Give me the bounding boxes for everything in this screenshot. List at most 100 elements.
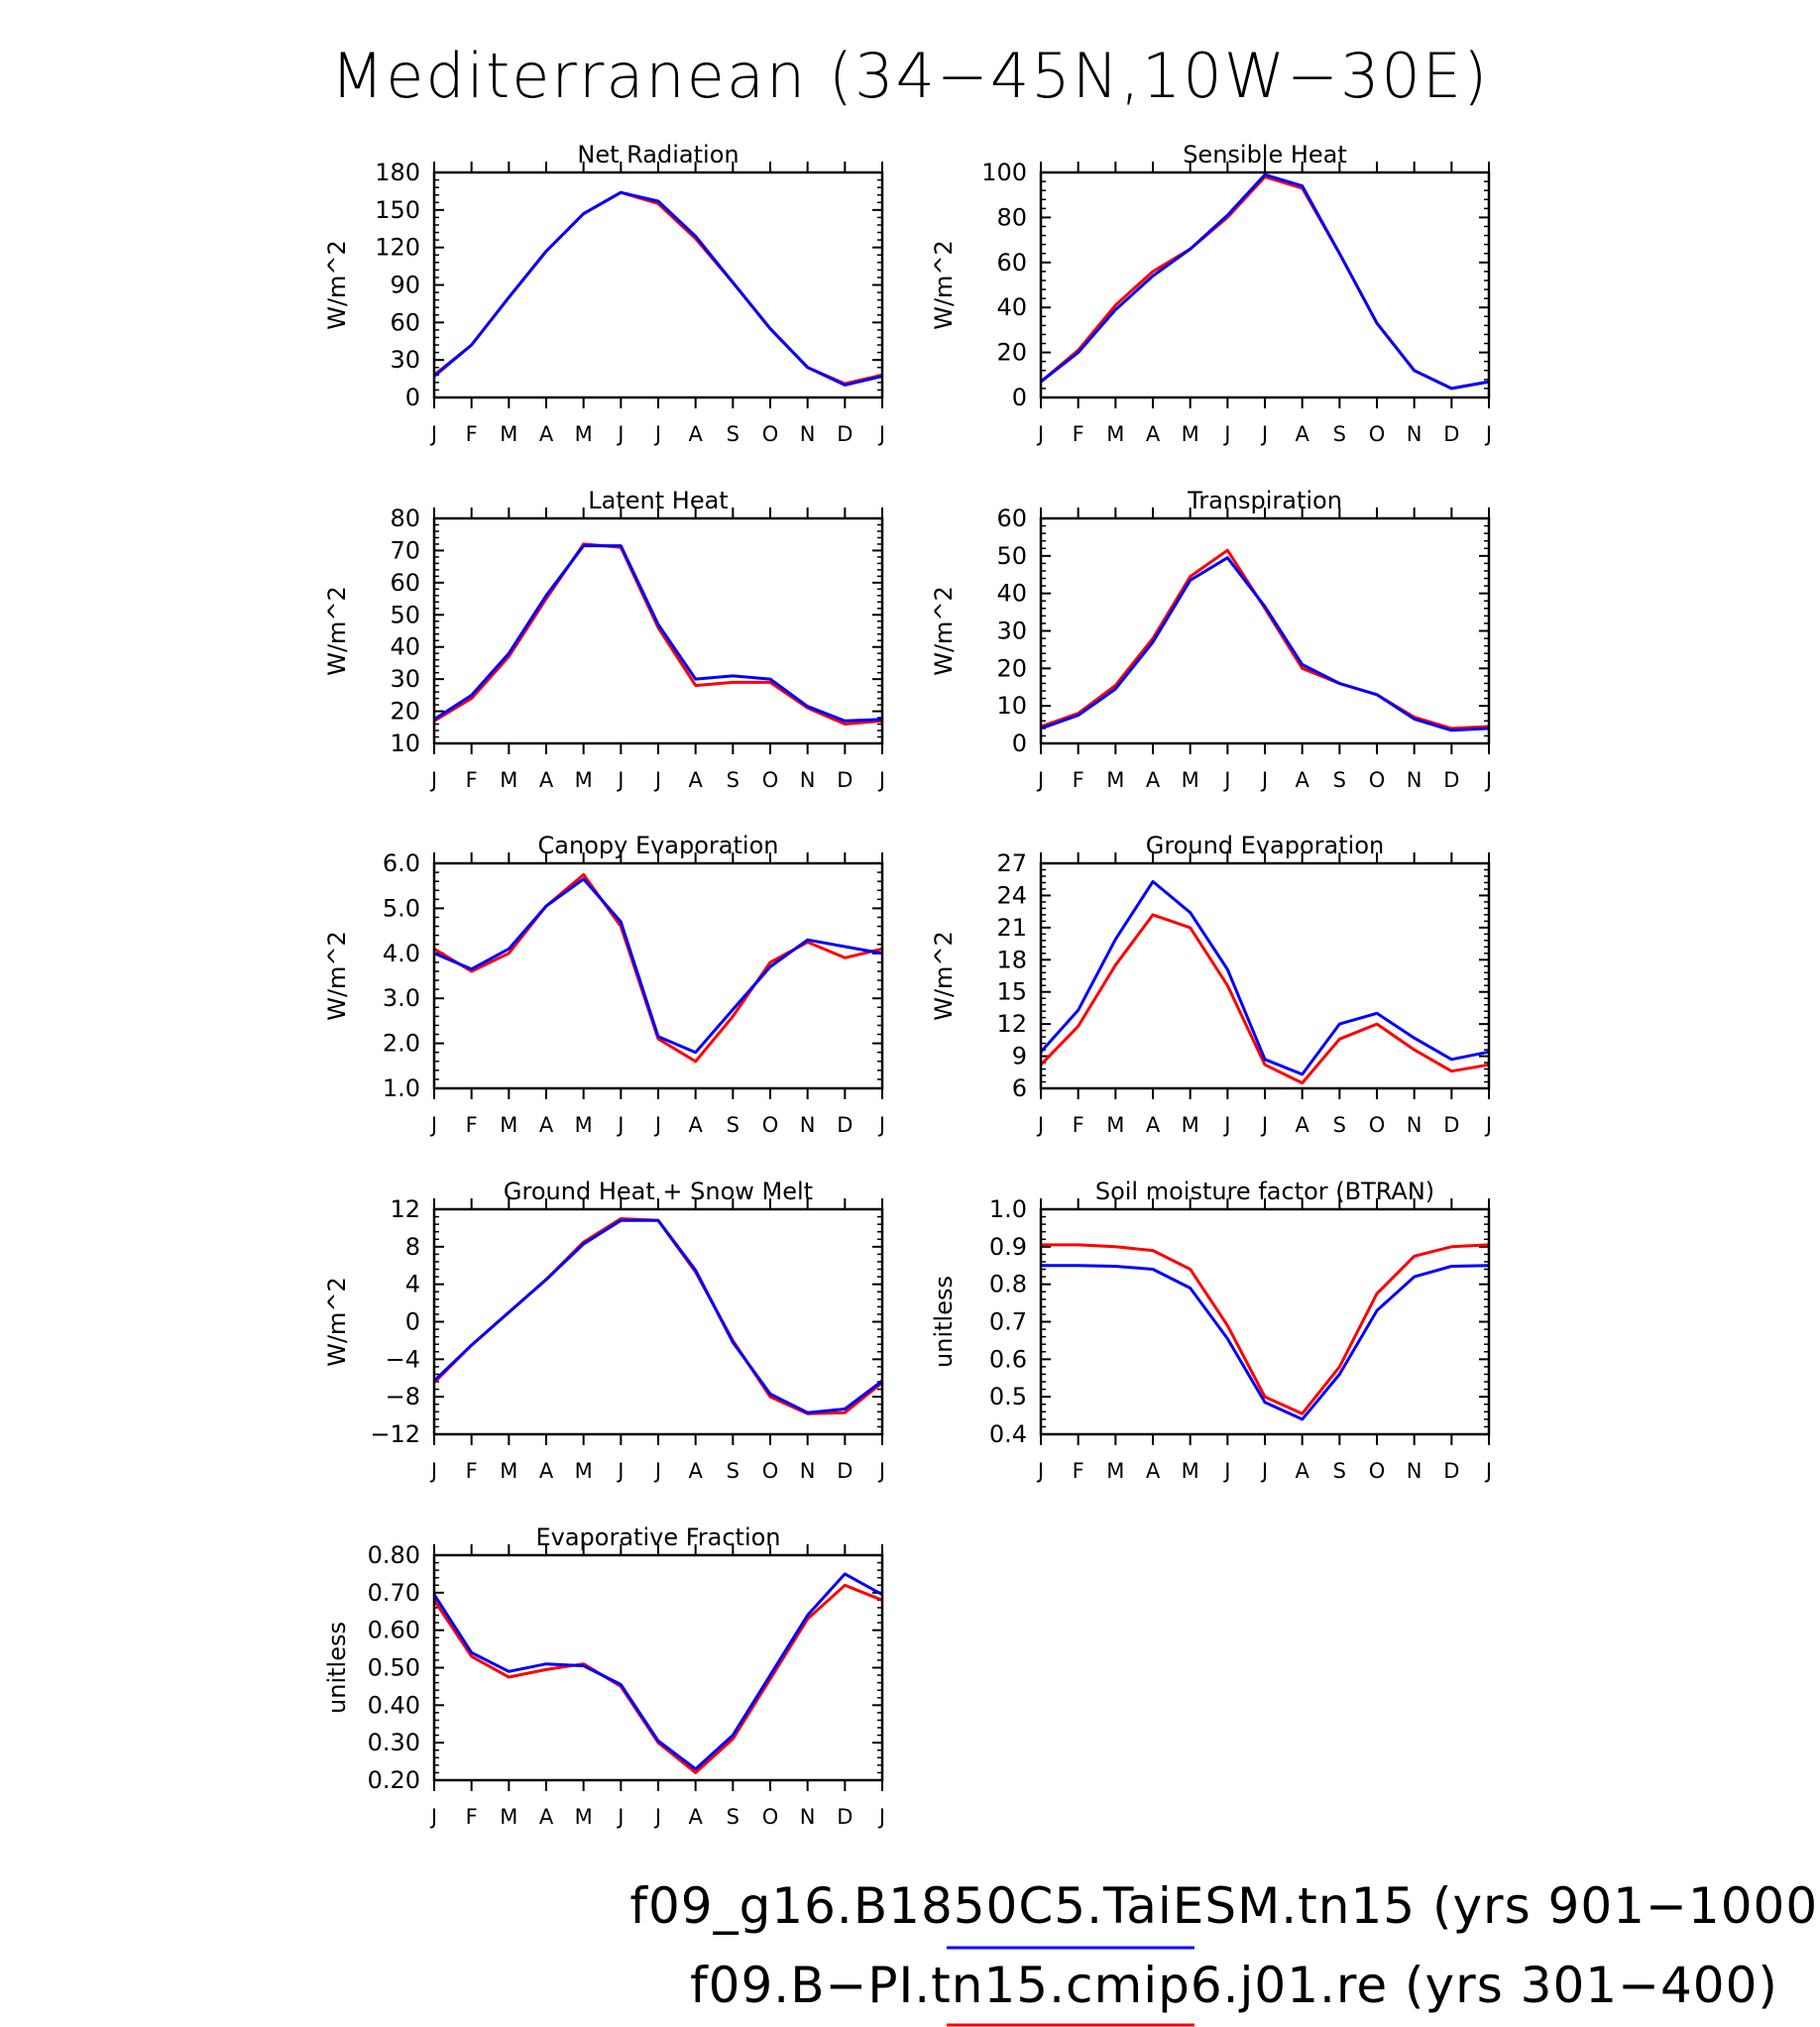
x-tick-label: N [1407,1459,1422,1483]
x-tick-label: S [727,1805,739,1829]
series-line-1 [1040,172,1490,391]
legend: f09_g16.B1850C5.TaiESM.tn15 (yrs 901−100… [629,1877,1820,2027]
y-tick-label: 30 [390,665,420,693]
x-tick-label: J [877,1805,885,1829]
x-tick-label: M [575,1805,593,1829]
y-tick-label: 20 [996,654,1027,682]
x-tick-label: M [575,422,593,446]
y-tick-label: 0 [405,1308,420,1336]
y-tick-label: 1.0 [383,1074,420,1102]
y-tick-label: 0.30 [368,1729,420,1756]
plot-frame [1039,170,1491,399]
y-axis-label: unitless [323,1622,351,1714]
y-tick-label: 30 [390,346,420,374]
y-tick-label: 120 [375,234,420,262]
x-tick-label: O [762,1459,779,1483]
x-tick-label: J [616,768,624,792]
x-tick-label: A [1146,1113,1161,1137]
y-tick-label: 0 [405,384,420,411]
x-tick-label: N [1407,768,1422,792]
series-line-0 [1039,913,1490,1085]
x-tick-label: S [1333,1459,1346,1483]
y-tick-label: 0.20 [368,1766,420,1794]
y-tick-label: 60 [390,308,420,336]
y-axis-label: W/m^2 [323,586,351,676]
series-line-0 [433,542,883,726]
legend-label-1: f09.B−PI.tn15.cmip6.j01.re (yrs 301−400) [690,1957,1778,2014]
x-tick-label: N [800,422,816,446]
x-tick-label: J [1222,768,1230,792]
x-tick-label: O [1369,768,1386,792]
x-tick-label: J [1036,1113,1044,1137]
plot-frame [432,170,884,399]
y-tick-label: 8 [405,1233,420,1261]
y-tick-label: 50 [996,542,1027,570]
y-tick-label: 0.40 [368,1691,420,1719]
y-axis-label: W/m^2 [323,931,351,1021]
x-tick-label: D [837,1113,853,1137]
x-tick-label: J [1484,422,1492,446]
x-tick-label: J [429,768,437,792]
y-axis-label: W/m^2 [323,240,351,330]
x-tick-label: O [762,768,779,792]
series-line-0 [433,190,883,386]
x-tick-label: J [1036,1459,1044,1483]
y-tick-label: −12 [370,1420,420,1448]
y-axis-label: W/m^2 [323,1277,351,1367]
x-tick-label: J [429,1459,437,1483]
y-tick-label: 9 [1012,1043,1027,1070]
x-tick-label: J [1222,422,1230,446]
x-tick-label: J [653,422,661,446]
series-line-0 [432,1583,883,1774]
series-line-1 [433,544,883,723]
y-tick-label: 4 [405,1271,420,1298]
x-tick-label: O [762,422,779,446]
x-tick-label: F [1073,768,1084,792]
x-tick-label: J [429,1805,437,1829]
plot-frame [432,1553,884,1782]
x-tick-label: J [1260,768,1268,792]
series-line-0 [432,1217,883,1415]
chart-panel-7: Soil moisture factor (BTRAN)unitless0.40… [930,1178,1492,1483]
x-tick-label: M [500,422,517,446]
y-tick-label: −4 [386,1345,420,1373]
y-tick-label: 1.0 [989,1195,1027,1223]
x-tick-label: A [539,1113,554,1137]
series-line-1 [1041,1264,1490,1421]
x-tick-label: N [800,1805,816,1829]
y-tick-label: 30 [996,618,1027,645]
x-tick-label: J [616,1459,624,1483]
y-tick-label: 40 [996,580,1027,608]
x-tick-label: F [466,1113,478,1137]
x-tick-label: J [1260,422,1268,446]
x-tick-label: A [539,1805,554,1829]
chart-panel-4: Canopy EvaporationW/m^21.02.03.04.05.06.… [323,832,885,1137]
x-tick-label: A [688,1805,703,1829]
x-tick-label: F [466,768,478,792]
y-tick-label: 18 [996,946,1027,973]
series-line-1 [432,1572,883,1771]
y-tick-label: 0.50 [368,1654,420,1682]
x-tick-label: D [837,1459,853,1483]
x-tick-label: M [1106,1113,1124,1137]
x-tick-label: N [1407,422,1422,446]
x-tick-label: M [575,1113,593,1137]
x-tick-label: S [1333,768,1346,792]
x-tick-label: A [688,1459,703,1483]
plot-frame [432,861,884,1090]
x-tick-label: M [500,1805,517,1829]
x-tick-label: A [688,768,703,792]
x-tick-label: A [1295,768,1309,792]
x-tick-label: M [1106,422,1124,446]
y-tick-label: 60 [390,569,420,597]
x-tick-label: J [653,768,661,792]
x-tick-label: A [688,1113,703,1137]
x-tick-label: F [466,1805,478,1829]
plot-frame [1039,1207,1491,1436]
y-axis-label: W/m^2 [930,240,958,330]
x-tick-label: J [877,1113,885,1137]
